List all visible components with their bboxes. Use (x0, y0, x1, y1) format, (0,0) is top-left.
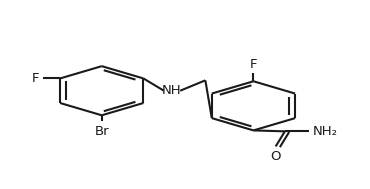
Text: F: F (250, 58, 257, 71)
Text: O: O (270, 150, 281, 163)
Text: NH₂: NH₂ (313, 125, 338, 138)
Text: Br: Br (94, 125, 109, 138)
Text: NH: NH (162, 84, 182, 97)
Text: F: F (32, 72, 40, 85)
